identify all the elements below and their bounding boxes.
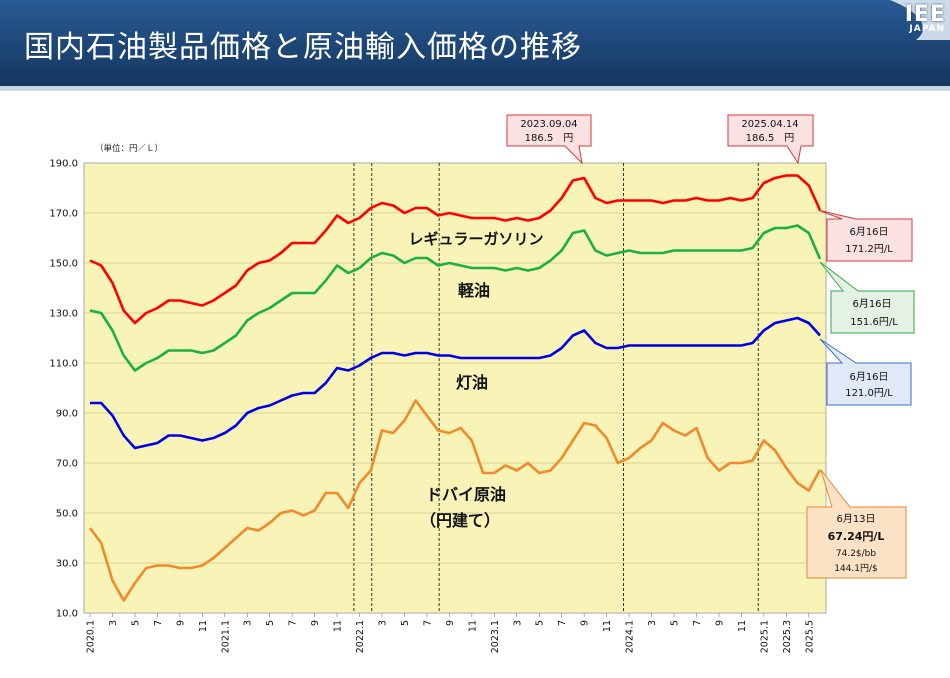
x-tick-label: 7 <box>422 620 433 626</box>
callout-diesel-date: 6月16日 <box>852 298 891 310</box>
series-label-crude-1: ドバイ原油 <box>426 485 506 504</box>
y-tick-label: 190.0 <box>49 159 78 170</box>
x-tick-label: 3 <box>378 620 389 626</box>
series-line-regular <box>89 174 822 325</box>
x-tick-label: 11 <box>737 620 748 632</box>
x-tick-label: 5 <box>400 620 411 626</box>
callout-crude-value: 67.24円/L <box>828 530 885 543</box>
x-tick-label: 11 <box>333 620 344 632</box>
callout-regular-value: 171.2円/L <box>845 244 893 255</box>
logo-main-text: IEE <box>904 2 946 27</box>
x-tick-label: 11 <box>198 620 209 632</box>
x-tick-label: 2025.1 <box>759 620 770 653</box>
y-tick-label: 50.0 <box>56 509 78 520</box>
logo-swoosh-icon <box>890 0 950 40</box>
price-chart: 2020.1 3 5 7 9 11 2021.1 3 5 7 9 11 2022.1 3 5 7 9 11 2023… <box>49 114 915 653</box>
x-tick-label: 7 <box>288 620 299 626</box>
x-tick-label: 2021.1 <box>220 620 231 653</box>
y-tick-label: 30.0 <box>56 559 78 570</box>
x-tick-label: 9 <box>580 620 591 626</box>
x-tick-label: 2024.1 <box>625 620 636 653</box>
x-tick-label: 3 <box>512 620 523 626</box>
callout-peak-2023: 2023.09.04 186.5 円 <box>506 114 592 165</box>
y-tick-label: 110.0 <box>49 359 78 370</box>
callout-crude-dollar: 74.2$/bb <box>836 549 877 559</box>
x-tick-label: 5 <box>670 620 681 626</box>
x-tick-label: 5 <box>535 620 546 626</box>
x-tick-label: 7 <box>557 620 568 626</box>
x-tick-label: 2022.1 <box>355 620 366 653</box>
logo-sub-text: JAPAN <box>909 24 945 34</box>
callout-peak-2025: 2025.04.14 186.5 円 <box>727 114 814 165</box>
iee-logo: IEE JAPAN <box>880 0 950 40</box>
x-tick-label: 5 <box>265 620 276 626</box>
callout-peak-2025-date: 2025.04.14 <box>741 119 798 130</box>
callout-crude-fx: 144.1円/$ <box>834 563 878 574</box>
x-tick-label: 11 <box>467 620 478 632</box>
callout-peak-2025-value: 186.5 円 <box>746 133 795 144</box>
x-tick-label: 9 <box>445 620 456 626</box>
y-tick-label: 70.0 <box>56 459 78 470</box>
callout-crude-date: 6月13日 <box>836 513 875 525</box>
header-underline <box>0 86 950 91</box>
callout-diesel-value: 151.6円/L <box>850 317 898 328</box>
x-tick-label: 5 <box>130 620 141 626</box>
plot-area <box>83 162 827 614</box>
callout-regular-latest: 6月16日 171.2円/L <box>817 209 913 262</box>
callout-kerosene-latest: 6月16日 121.0円/L <box>819 338 912 406</box>
series-label-diesel: 軽油 <box>458 281 490 300</box>
x-tick-label: 2020.1 <box>86 620 97 653</box>
series-line-kerosene <box>90 316 821 450</box>
series-label-regular: レギュラーガソリン <box>408 230 543 248</box>
x-tick-label: 2025.5 <box>804 620 815 653</box>
y-tick-label: 130.0 <box>49 309 78 320</box>
x-tick-label: 7 <box>153 620 164 626</box>
series-label-kerosene: 灯油 <box>456 373 488 392</box>
page-title: 国内石油製品価格と原油輸入価格の推移 <box>24 30 582 65</box>
callout-peak-2023-date: 2023.09.04 <box>520 119 577 130</box>
series-line-crude <box>88 399 822 602</box>
callout-crude-latest: 6月13日 67.24円/L 74.2$/bb 144.1円/$ <box>806 469 907 579</box>
x-tick-label: 9 <box>310 620 321 626</box>
y-tick-label: 90.0 <box>56 409 78 420</box>
callout-kerosene-value: 121.0円/L <box>845 388 893 399</box>
series-label-crude-2: （円建て） <box>420 511 500 530</box>
x-tick-label: 11 <box>602 620 613 632</box>
x-tick-label: 3 <box>243 620 254 626</box>
unit-label: （単位：円／Ｌ） <box>95 143 163 154</box>
y-tick-label: 10.0 <box>56 609 78 620</box>
x-tick-label: 3 <box>647 620 658 626</box>
x-tick-label: 9 <box>175 620 186 626</box>
callout-kerosene-date: 6月16日 <box>849 371 888 383</box>
x-tick-label: 2025.3 <box>782 620 793 653</box>
x-tick-label: 2023.1 <box>490 620 501 653</box>
x-tick-label: 3 <box>108 620 119 626</box>
x-tick-label: 7 <box>692 620 703 626</box>
series-line-diesel <box>89 224 822 372</box>
callout-diesel-latest: 6月16日 151.6円/L <box>819 261 915 334</box>
y-tick-label: 150.0 <box>49 259 78 270</box>
callout-regular-date: 6月16日 <box>849 226 888 238</box>
callout-peak-2023-value: 186.5 円 <box>525 133 574 144</box>
y-tick-label: 170.0 <box>49 209 78 220</box>
x-tick-label: 9 <box>714 620 725 626</box>
header-bar: 国内石油製品価格と原油輸入価格の推移 <box>0 0 950 86</box>
